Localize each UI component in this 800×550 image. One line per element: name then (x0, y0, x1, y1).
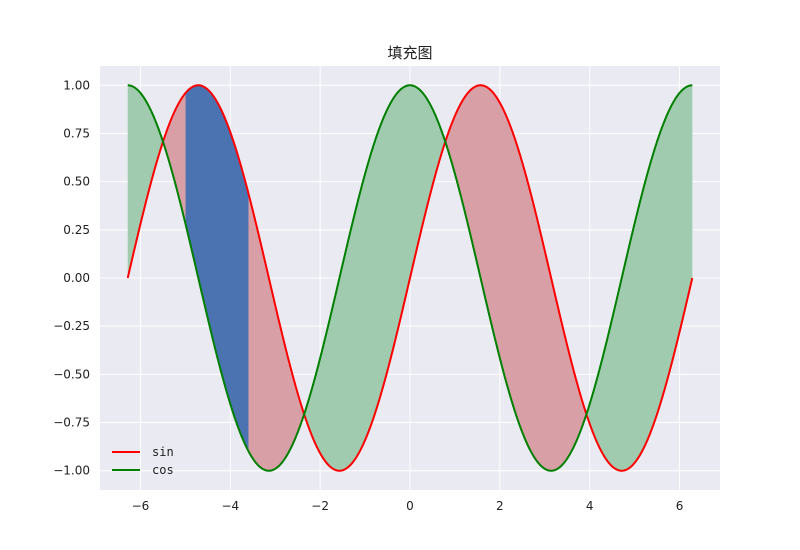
y-tick-label: 0.00 (63, 271, 90, 285)
legend-label-sin: sin (152, 445, 174, 459)
y-tick-label: 0.25 (63, 223, 90, 237)
series-line-sin (126, 84, 694, 472)
y-tick-label: 1.00 (63, 78, 90, 92)
legend-label-cos: cos (152, 463, 174, 477)
x-tick-label: −2 (311, 499, 329, 513)
x-tick-label: −6 (132, 499, 150, 513)
y-tick-label: −0.75 (53, 416, 90, 430)
y-tick-label: 0.75 (63, 126, 90, 140)
x-tick-label: −4 (221, 499, 239, 513)
y-tick-label: −0.50 (53, 367, 90, 381)
x-tick-label: 4 (586, 499, 594, 513)
series-lines (126, 84, 694, 472)
x-tick-label: 2 (496, 499, 504, 513)
legend: sin cos (112, 445, 174, 477)
x-tick-label: 6 (676, 499, 684, 513)
fill-region-2 (185, 85, 249, 452)
chart-title: 填充图 (387, 44, 432, 62)
x-axis-ticks: −6 −4 −2 0 2 4 6 (132, 499, 684, 513)
y-tick-label: −0.25 (53, 319, 90, 333)
series-line-cos (127, 84, 693, 472)
y-tick-label: 0.50 (63, 175, 90, 189)
x-tick-label: 0 (406, 499, 414, 513)
y-axis-ticks: 1.00 0.75 0.50 0.25 0.00 −0.25 −0.50 −0.75 −1.00 (53, 78, 90, 477)
fill-region-0 (163, 85, 587, 471)
y-tick-label: −1.00 (53, 464, 90, 478)
